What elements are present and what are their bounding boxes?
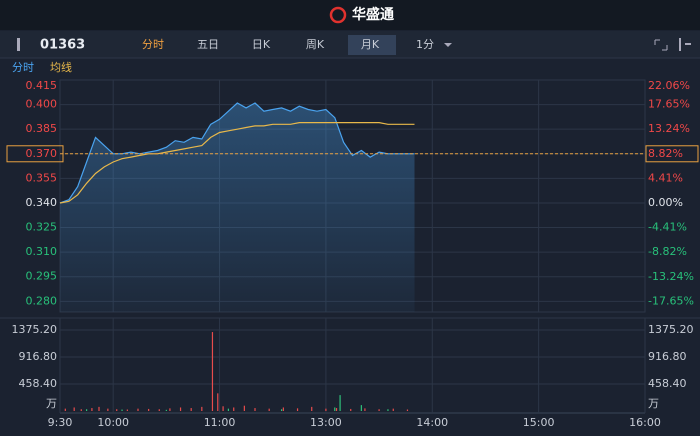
y-tick-label: 0.310 [26,245,58,258]
volume-bar [169,408,171,411]
y2-tick-label: -13.24% [648,270,694,283]
tab-highlight [348,35,396,55]
volume-bar [121,409,123,411]
y2-tick-label: 916.80 [648,350,687,363]
dropdown-arrow [444,43,452,47]
volume-bar [280,409,283,411]
x-tick-label: 14:00 [416,416,448,429]
volume-bar [64,408,66,411]
volume-bar [406,409,409,411]
volume-bar [80,409,82,411]
volume-bar [339,395,341,411]
y2-tick-label: 17.65% [648,98,690,111]
volume-bar [158,409,160,411]
logo-icon [329,6,347,24]
y-tick-label: 0.385 [26,122,58,135]
unit-label: 万 [648,397,659,410]
price-area [60,103,415,312]
y-tick-label: 916.80 [19,350,58,363]
x-tick-label: 11:00 [204,416,236,429]
series-line [59,122,415,204]
x-tick-label: 9:30 [48,416,73,429]
volume-bar [392,408,394,411]
volume-bar [243,405,245,411]
crosshair-label-box [6,145,64,163]
volume-bar [211,332,214,411]
volume-bar [282,407,284,411]
x-tick-label: 15:00 [523,416,555,429]
tab[interactable]: 分时 [142,38,164,51]
y2-tick-label: 458.40 [648,377,687,390]
y2-tick-label: -8.82% [648,245,687,258]
volume-bar [311,406,313,411]
volume-bar [98,406,100,411]
y2-tick-label: 0.00% [648,196,683,209]
top-bar [0,0,700,30]
tab[interactable]: 周K [306,38,325,51]
volume-bar [233,407,235,411]
y-tick-label: 0.280 [26,294,58,307]
y2-tick-label: 22.06% [648,79,690,92]
volume-bar [116,409,118,411]
x-tick-label: 10:00 [97,416,129,429]
crosshair-label-box [645,145,699,163]
volume-bar [217,393,219,411]
y-tick-label: 0.355 [26,171,58,184]
volume-bar [126,409,128,411]
y2-tick-label: -17.65% [648,294,694,307]
collapse-icon[interactable] [679,38,691,51]
x-tick-label: 13:00 [310,416,342,429]
y-tick-label: 0.400 [26,98,58,111]
volume-bar [165,409,167,411]
y2-tick-label: 1375.20 [648,323,694,336]
volume-bar [190,408,192,411]
y-tick-label: 0.370 [26,147,58,160]
volume-bar [222,406,224,411]
volume-bar [107,408,109,411]
y-tick-label: 458.40 [19,377,58,390]
volume-bar [73,407,75,411]
volume-bar [85,409,88,411]
volume-bar [148,408,150,411]
fullscreen-icon[interactable] [654,39,668,51]
logo-text: 华盛通 [352,6,394,23]
tab[interactable]: 五日 [197,38,219,51]
y-tick-label: 0.415 [26,79,58,92]
volume-bar [227,408,230,411]
volume-bar [296,408,299,411]
y-tick-label: 0.325 [26,221,58,234]
volume-bar [378,409,380,411]
volume-bar [268,408,270,411]
panel-toggle-icon[interactable] [17,38,20,51]
volume-bar [387,409,389,411]
legend-label: 分时 [12,61,34,74]
tab[interactable]: 月K [361,38,380,51]
tab[interactable]: 1分 [416,38,434,51]
volume-bar [325,408,327,411]
legend-label: 均线 [50,60,72,74]
volume-bar [201,406,203,411]
volume-bar [364,408,366,411]
x-tick-label: 16:00 [629,416,661,429]
y2-tick-label: 4.41% [648,171,683,184]
volume-bar [179,407,182,411]
volume-bar [254,408,256,411]
unit-label: 万 [46,397,57,410]
volume-bar [350,408,352,411]
y-tick-label: 0.340 [26,196,58,209]
y2-tick-label: 8.82% [648,147,683,160]
stock-code: 01363 [40,38,85,53]
y-tick-label: 1375.20 [12,323,58,336]
y2-tick-label: 13.24% [648,122,690,135]
y2-tick-label: -4.41% [648,221,687,234]
volume-bar [335,408,338,411]
volume-bar [91,408,93,411]
volume-bar [334,407,336,411]
tab[interactable]: 日K [252,38,271,51]
volume-bar [360,405,362,411]
y-tick-label: 0.295 [26,270,58,283]
volume-bar [137,408,139,411]
